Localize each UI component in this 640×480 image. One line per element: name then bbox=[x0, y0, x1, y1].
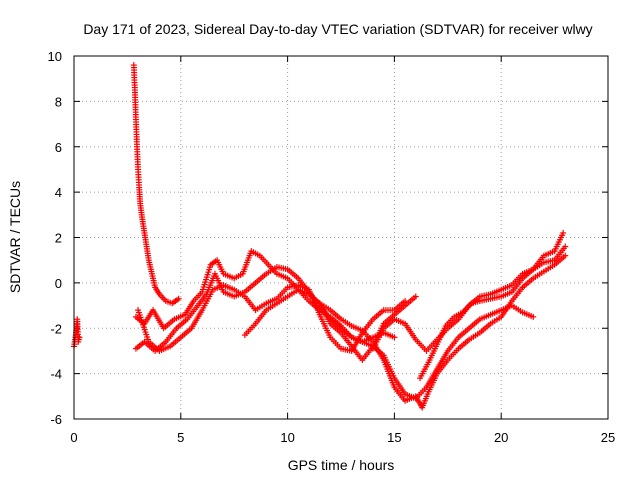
data-point bbox=[562, 243, 569, 250]
y-tick-label: 8 bbox=[55, 94, 62, 109]
y-tick-label: 4 bbox=[55, 185, 62, 200]
x-tick-labels: 0 5 10 15 20 25 bbox=[70, 430, 615, 445]
x-tick-label: 10 bbox=[280, 430, 294, 445]
y-tick-labels: -6 -4 -2 0 2 4 6 8 10 bbox=[48, 49, 62, 427]
y-tick-label: -2 bbox=[50, 321, 62, 336]
y-tick-label: -4 bbox=[50, 367, 62, 382]
data-point bbox=[175, 295, 182, 302]
plot-frame bbox=[73, 55, 609, 420]
data-point bbox=[76, 334, 83, 341]
data-point bbox=[402, 298, 409, 305]
y-tick-label: 2 bbox=[55, 231, 62, 246]
y-tick-label: 6 bbox=[55, 140, 62, 155]
data-points bbox=[71, 62, 569, 411]
data-point bbox=[391, 334, 398, 341]
data-point bbox=[530, 313, 537, 320]
y-tick-label: 10 bbox=[48, 49, 62, 64]
data-point bbox=[562, 252, 569, 259]
y-axis-label: SDTVAR / TECUs bbox=[7, 181, 23, 293]
y-tick-label: 0 bbox=[55, 276, 62, 291]
x-tick-label: 15 bbox=[387, 430, 401, 445]
x-tick-label: 5 bbox=[177, 430, 184, 445]
x-tick-label: 25 bbox=[601, 430, 615, 445]
chart-title: Day 171 of 2023, Sidereal Day-to-day VTE… bbox=[83, 21, 592, 37]
grid-lines bbox=[74, 56, 608, 419]
y-tick-label: -6 bbox=[50, 412, 62, 427]
data-point bbox=[412, 293, 419, 300]
x-tick-label: 0 bbox=[70, 430, 77, 445]
x-axis-label: GPS time / hours bbox=[288, 457, 395, 473]
data-point bbox=[560, 229, 567, 236]
x-tick-label: 20 bbox=[494, 430, 508, 445]
